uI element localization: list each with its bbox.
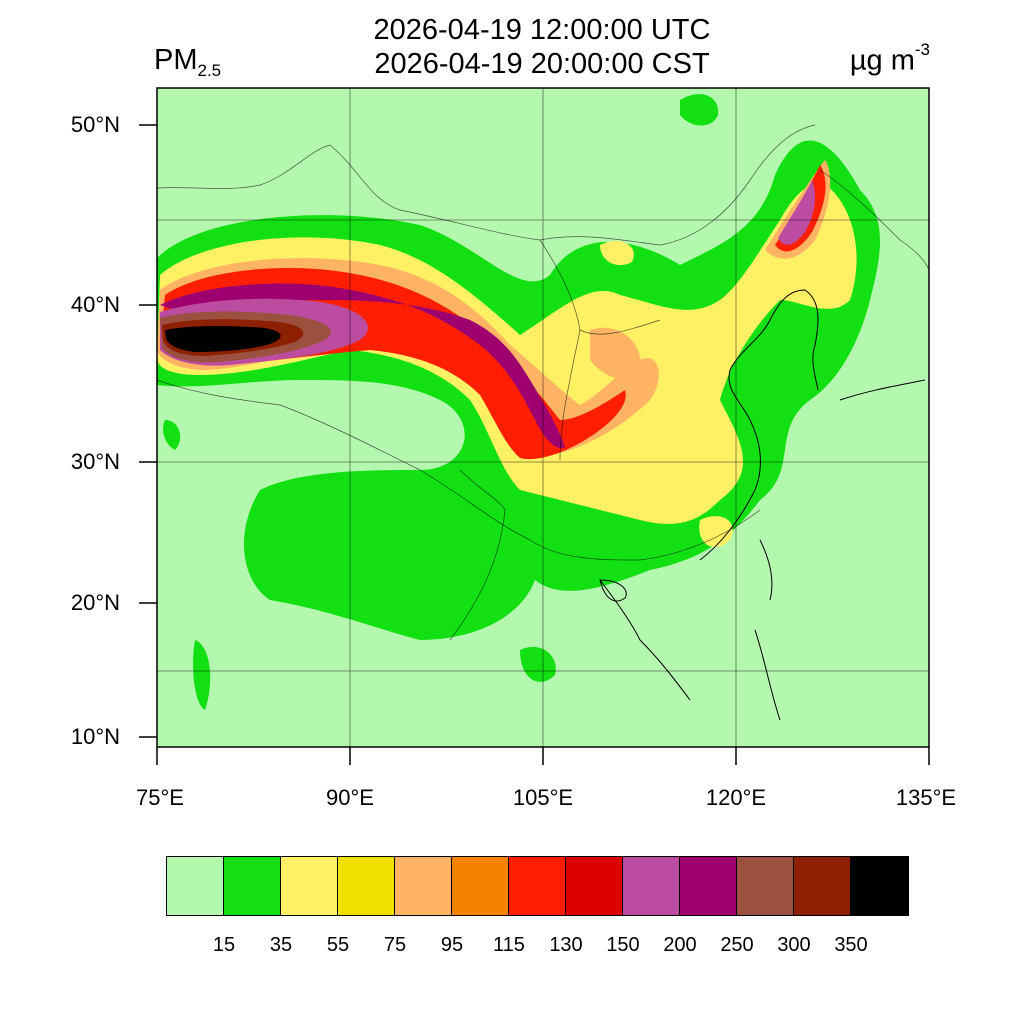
unit-name: µg m xyxy=(849,44,915,77)
lon-label-90e: 90°E xyxy=(326,785,374,810)
colorbar-swatch xyxy=(794,857,851,915)
colorbar-swatch xyxy=(452,857,509,915)
colorbar-swatch xyxy=(680,857,737,915)
grid-lines xyxy=(157,88,929,747)
colorbar xyxy=(166,856,909,916)
lat-label-50n: 50°N xyxy=(70,112,120,137)
colorbar-swatch xyxy=(509,857,566,915)
lon-label-75e: 75°E xyxy=(136,785,184,810)
variable-name: PM xyxy=(154,44,198,76)
colorbar-swatch xyxy=(737,857,794,915)
dark-core-regions xyxy=(160,311,331,363)
colorbar-swatch xyxy=(224,857,281,915)
country-borders xyxy=(156,124,930,641)
colorbar-label: 350 xyxy=(834,934,868,956)
axis-ticks xyxy=(139,124,930,765)
colorbar-label: 115 xyxy=(493,934,525,956)
lat-label-20n: 20°N xyxy=(70,590,120,615)
unit-label: µg m-3 xyxy=(849,40,930,78)
lon-label-105e: 105°E xyxy=(512,785,574,810)
colorbar-swatch xyxy=(281,857,338,915)
lon-label-135e: 135°E xyxy=(895,785,957,810)
colorbar-label: 35 xyxy=(269,934,293,956)
pollution-field xyxy=(157,94,880,710)
colorbar-swatch xyxy=(167,857,224,915)
colorbar-label: 300 xyxy=(777,934,811,956)
lat-label-10n: 10°N xyxy=(70,724,120,749)
variable-subscript: 2.5 xyxy=(197,60,222,80)
colorbar-label: 15 xyxy=(212,934,236,956)
colorbar-label: 130 xyxy=(549,934,583,956)
variable-label: PM2.5 xyxy=(154,44,221,81)
colorbar-swatch xyxy=(566,857,623,915)
colorbar-swatch xyxy=(395,857,452,915)
colorbar-label: 250 xyxy=(720,934,754,956)
lat-label-30n: 30°N xyxy=(70,449,120,474)
lat-label-40n: 40°N xyxy=(70,292,120,317)
title-local-time: 2026-04-19 20:00:00 CST xyxy=(374,48,710,80)
colorbar-label: 95 xyxy=(440,934,464,956)
title-utc-time: 2026-04-19 12:00:00 UTC xyxy=(373,14,711,46)
colorbar-swatch xyxy=(338,857,395,915)
coastlines xyxy=(599,289,926,721)
lon-label-120e: 120°E xyxy=(705,785,767,810)
colorbar-swatch xyxy=(851,857,908,915)
colorbar-label: 150 xyxy=(606,934,640,956)
colorbar-label: 200 xyxy=(663,934,697,956)
colorbar-swatch xyxy=(623,857,680,915)
colorbar-label: 75 xyxy=(383,934,407,956)
unit-superscript: -3 xyxy=(914,40,930,59)
colorbar-label: 55 xyxy=(326,934,350,956)
